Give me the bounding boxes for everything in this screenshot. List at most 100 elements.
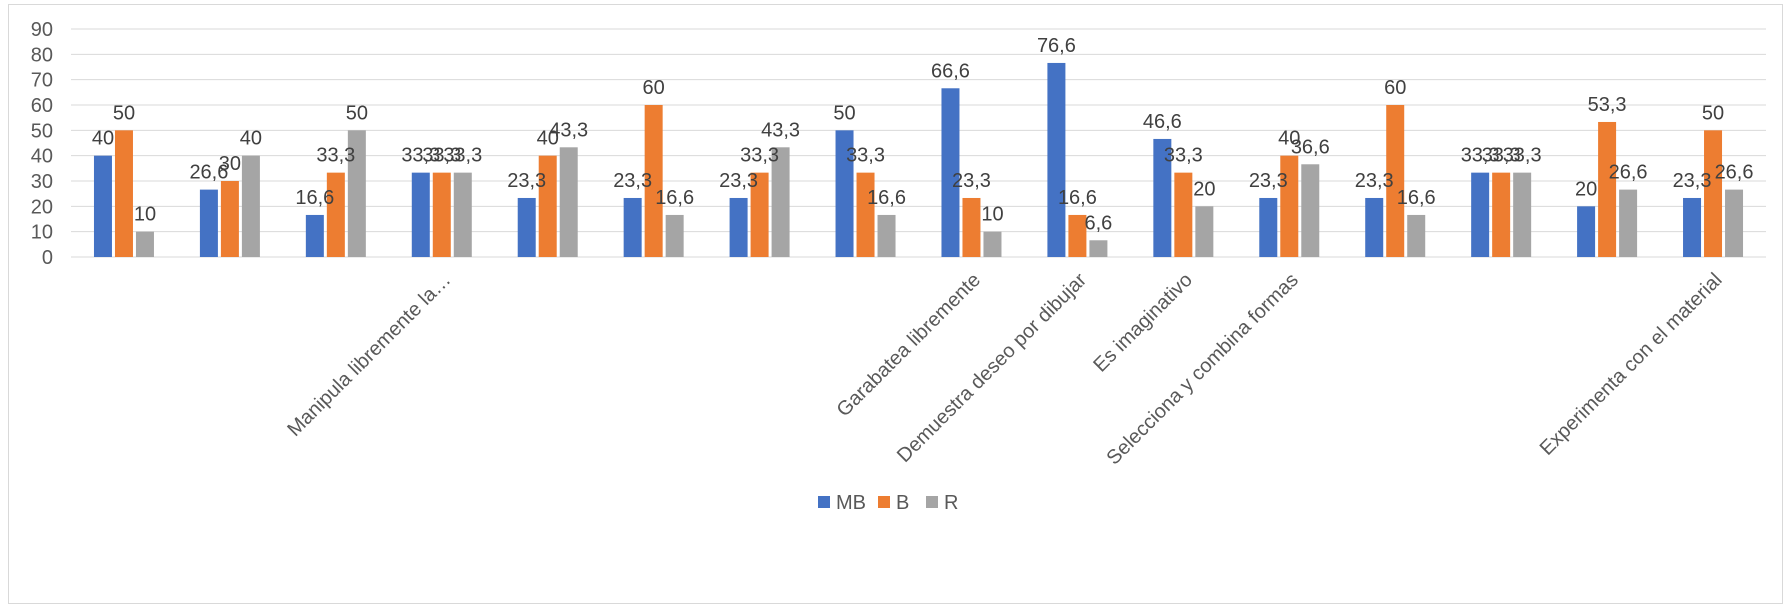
data-label: 23,3 [719, 170, 758, 192]
bar-b-10 [1068, 214, 1087, 257]
bar-r-14 [1513, 172, 1532, 257]
bar-mb-12 [1259, 197, 1278, 257]
bar-mb-13 [1365, 197, 1384, 257]
data-label: 16,6 [655, 187, 694, 209]
bar-mb-2 [199, 189, 218, 257]
bar-mb-3 [305, 214, 324, 257]
gridlines [71, 28, 1766, 258]
data-label: 60 [1384, 77, 1406, 99]
data-label: 50 [346, 102, 368, 124]
data-label: 23,3 [1355, 170, 1394, 192]
bar-mb-5 [517, 197, 536, 257]
x-category-label: Es imaginativo [1089, 269, 1197, 377]
bar-r-5 [559, 147, 578, 257]
legend-label-r: R [944, 492, 958, 514]
data-label: 26,6 [1609, 162, 1648, 184]
legend: MB B R [818, 492, 958, 514]
bar-r-1 [135, 231, 154, 257]
data-label: 23,3 [1673, 170, 1712, 192]
bar-b-13 [1386, 105, 1405, 257]
data-label: 33,3 [740, 145, 779, 167]
y-tick-label: 80 [31, 44, 53, 66]
bar-b-1 [114, 130, 133, 257]
legend-label-b: B [896, 492, 909, 514]
y-tick-label: 90 [31, 19, 53, 41]
y-axis-ticks: 0 10 20 30 40 50 60 70 80 90 [31, 19, 53, 269]
bar-r-4 [453, 172, 472, 257]
data-label: 33,3 [422, 145, 461, 167]
x-category-label: Experimenta con el material [1536, 269, 1727, 460]
bar-mb-9 [941, 88, 960, 257]
bar-b-4 [432, 172, 451, 257]
x-category-label: Demuestra deseo por dibujar [893, 269, 1091, 467]
data-label: 60 [643, 77, 665, 99]
data-label: 33,3 [846, 145, 885, 167]
data-label: 30 [219, 153, 241, 175]
bar-mb-1 [93, 155, 112, 257]
y-tick-label: 20 [31, 196, 53, 218]
data-label: 26,6 [189, 162, 228, 184]
data-label: 36,6 [1291, 136, 1330, 158]
data-label: 46,6 [1143, 111, 1182, 133]
bar-r-12 [1301, 164, 1320, 257]
x-category-label: Selecciona y combina formas [1103, 269, 1303, 469]
data-label: 16,6 [1397, 187, 1436, 209]
bar-b-16 [1704, 130, 1723, 257]
data-label: 43,3 [761, 119, 800, 141]
data-label: 40 [240, 128, 262, 150]
data-label: 20 [1575, 178, 1597, 200]
legend-swatch-b [878, 496, 890, 508]
data-label: 23,3 [952, 170, 991, 192]
data-label: 40 [92, 128, 114, 150]
bar-r-2 [241, 155, 260, 257]
data-label: 66,6 [931, 60, 970, 82]
data-label: 43,3 [549, 119, 588, 141]
bar-r-6 [665, 214, 684, 257]
bar-b-7 [750, 172, 769, 257]
data-label: 23,3 [507, 170, 546, 192]
data-label: 40 [537, 128, 559, 150]
bar-b-15 [1598, 121, 1617, 258]
bar-r-11 [1195, 206, 1214, 257]
data-label: 26,6 [1715, 162, 1754, 184]
bar-b-5 [538, 155, 557, 257]
bar-b-11 [1174, 172, 1193, 257]
bar-mb-11 [1153, 138, 1172, 257]
data-label: 16,6 [1058, 187, 1097, 209]
data-label: 50 [1702, 102, 1724, 124]
bar-chart: 0 10 20 30 40 50 60 70 80 90 40 26,6 16,6 33,3 23,3 23… [31, 19, 1766, 514]
data-label: 6,6 [1085, 212, 1113, 234]
bar-mb-14 [1471, 172, 1490, 257]
bar-r-16 [1725, 189, 1744, 257]
data-label: 10 [981, 204, 1003, 226]
data-label: 33,3 [1164, 145, 1203, 167]
legend-swatch-mb [818, 496, 830, 508]
bar-r-13 [1407, 214, 1426, 257]
y-tick-label: 70 [31, 70, 53, 92]
data-label: 50 [113, 102, 135, 124]
data-label: 16,6 [295, 187, 334, 209]
legend-swatch-r [926, 496, 938, 508]
data-label: 40 [1278, 128, 1300, 150]
chart-frame: 0 10 20 30 40 50 60 70 80 90 40 26,6 16,6 33,3 23,3 23… [8, 4, 1783, 604]
bar-mb-16 [1683, 197, 1702, 257]
x-category-label: Manipula libremente la… [283, 269, 455, 441]
bar-r-3 [347, 130, 366, 257]
data-label: 23,3 [1249, 170, 1288, 192]
bar-mb-10 [1047, 62, 1066, 257]
data-label: 23,3 [613, 170, 652, 192]
bar-r-10 [1089, 240, 1108, 257]
bar-mb-15 [1577, 206, 1596, 257]
x-axis-categories: Manipula libremente la… Garabatea libreme… [283, 269, 1726, 470]
data-label: 33,3 [1503, 145, 1542, 167]
bar-b-2 [220, 181, 239, 257]
bar-mb-4 [411, 172, 430, 257]
bar-b-12 [1280, 155, 1299, 257]
data-label: 33,3 [443, 145, 482, 167]
data-label: 33,3 [401, 145, 440, 167]
data-label: 33,3 [1482, 145, 1521, 167]
bar-b-3 [326, 172, 345, 257]
data-label: 20 [1193, 178, 1215, 200]
y-tick-label: 50 [31, 120, 53, 142]
bar-b-8 [856, 172, 875, 257]
